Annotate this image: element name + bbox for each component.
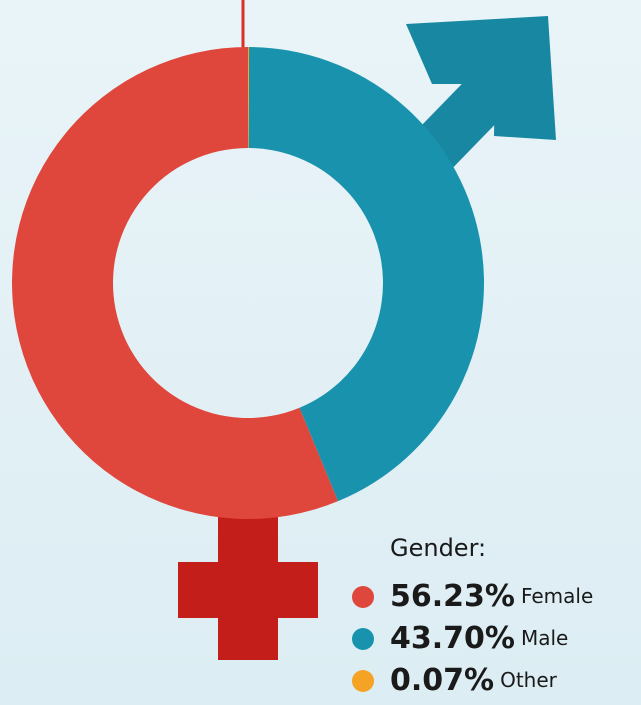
legend-value: 43.70% <box>390 621 515 656</box>
legend-label: Male <box>521 626 568 650</box>
legend-value: 56.23% <box>390 579 515 614</box>
legend-swatch <box>352 670 374 692</box>
legend-title: Gender: <box>390 534 486 562</box>
legend-swatch <box>352 628 374 650</box>
legend-label: Female <box>521 584 593 608</box>
legend-value: 0.07% <box>390 663 494 698</box>
infographic: Gender: 56.23%Female43.70%Male 0.07%Other <box>0 0 641 705</box>
legend-label: Other <box>500 668 558 692</box>
legend-swatch <box>352 586 374 608</box>
